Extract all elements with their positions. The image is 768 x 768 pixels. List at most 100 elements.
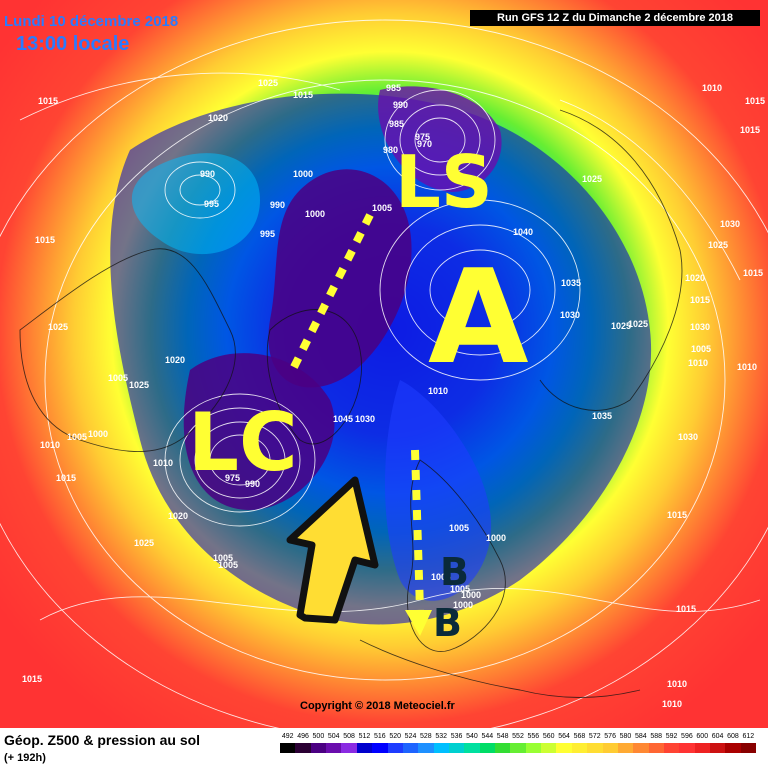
scale-swatch — [587, 743, 603, 753]
annotation-b-2: B — [433, 601, 462, 645]
scale-tick-label: 504 — [327, 733, 340, 740]
pressure-label: 1025 — [48, 322, 68, 332]
scale-swatch — [541, 743, 557, 753]
scale-tick-label: 520 — [389, 733, 401, 740]
pressure-label: 980 — [383, 145, 398, 155]
scale-swatch — [295, 743, 311, 753]
pressure-label: 1015 — [690, 295, 710, 305]
pressure-label: 1010 — [702, 83, 722, 93]
pressure-label: 1030 — [560, 310, 580, 320]
north-africa-outline — [359, 639, 641, 698]
scale-tick-label: 592 — [665, 733, 678, 740]
pressure-label: 1015 — [667, 510, 687, 520]
pressure-label: 995 — [204, 199, 219, 209]
pressure-label: 1010 — [153, 458, 173, 468]
scale-swatch — [418, 743, 434, 753]
scale-tick-label: 512 — [358, 733, 371, 740]
scale-tick-label: 496 — [297, 733, 309, 740]
scale-swatch — [740, 743, 757, 753]
scale-swatch — [663, 743, 680, 753]
pressure-label: 1020 — [685, 273, 705, 283]
scale-swatch — [448, 743, 465, 753]
scale-swatch — [679, 743, 695, 753]
pressure-label: 1025 — [134, 538, 154, 548]
scale-tick-label: 596 — [681, 733, 693, 740]
north-america-outline — [19, 248, 236, 452]
scale-tick-label: 560 — [542, 733, 555, 740]
scale-swatch — [648, 743, 664, 753]
low-ls-core — [378, 86, 502, 192]
pressure-label: 1015 — [56, 473, 76, 483]
trough-axis-ls-lc — [286, 213, 374, 377]
scale-swatch — [326, 743, 342, 753]
pressure-label: 985 — [386, 83, 401, 93]
pressure-label: 1015 — [676, 604, 696, 614]
pressure-label: 1005 — [213, 553, 233, 563]
pressure-label: 1015 — [22, 674, 42, 684]
scale-swatch — [525, 743, 542, 753]
trough-axis-europe — [411, 449, 424, 611]
scale-swatch — [464, 743, 480, 753]
scale-tick-label: 612 — [742, 733, 755, 740]
scale-bar — [280, 743, 757, 753]
pressure-label: 990 — [393, 100, 408, 110]
copyright: Copyright © 2018 Meteociel.fr — [300, 700, 455, 712]
scale-tick-label: 604 — [711, 733, 724, 740]
low-lc-core — [183, 353, 335, 510]
pressure-label: 1020 — [165, 355, 185, 365]
pressure-label: 1025 — [611, 321, 631, 331]
europe-outline — [406, 459, 506, 652]
pressure-label: 975 — [225, 473, 240, 483]
valid-time: 13:00 locale — [16, 33, 130, 55]
pressure-label: 1010 — [737, 362, 757, 372]
pressure-label: 995 — [260, 229, 275, 239]
pressure-label: 1005 — [218, 560, 238, 570]
trough-arrow-head — [405, 610, 432, 636]
pressure-label: 1030 — [690, 322, 710, 332]
scale-tick-label: 576 — [604, 733, 616, 740]
scale-tick-label: 508 — [343, 733, 355, 740]
pressure-label: 1005 — [67, 432, 87, 442]
scale-tick-label: 536 — [450, 733, 463, 740]
scale-swatch — [402, 743, 419, 753]
color-scale: 492 496 500 504 508 512 516 520 524 528 532 536 540 5… — [280, 732, 757, 756]
run-info: Run GFS 12 Z du Dimanche 2 décembre 2018 — [470, 10, 760, 26]
pressure-labels: 1015102510151010102010159859909859759709… — [22, 78, 765, 709]
scale-swatch — [556, 743, 572, 753]
scale-tick-label: 580 — [619, 733, 632, 740]
pressure-label: 1010 — [662, 699, 682, 709]
scale-swatch — [510, 743, 526, 753]
pressure-label: 1045 — [333, 414, 353, 424]
pressure-label: 1030 — [355, 414, 375, 424]
scale-swatch — [356, 743, 373, 753]
scale-swatch — [341, 743, 357, 753]
map-canvas: 1015102510151010102010159859909859759709… — [0, 0, 768, 728]
pressure-label: 1025 — [129, 380, 149, 390]
pressure-label: 1020 — [168, 511, 188, 521]
pressure-label: 1025 — [582, 174, 602, 184]
scale-swatch — [694, 743, 711, 753]
scale-tick-label: 528 — [420, 733, 432, 740]
isobars — [0, 19, 768, 728]
pressure-label: 1020 — [208, 113, 228, 123]
scale-tick-label: 588 — [650, 733, 663, 740]
scale-tick-label: 544 — [481, 733, 494, 740]
scale-tick-label: 552 — [512, 733, 524, 740]
pressure-label: 1015 — [743, 268, 763, 278]
trough-axis-lines — [286, 213, 424, 611]
scale-tick-label: 556 — [527, 733, 540, 740]
scale-tick-label: 600 — [696, 733, 709, 740]
scale-tick-label: 564 — [558, 733, 570, 740]
scale-tick-label: 548 — [496, 733, 509, 740]
scale-swatch — [495, 743, 511, 753]
scale-labels: 492 496 500 504 508 512 516 520 524 528 532 536 540 5… — [280, 732, 756, 742]
pressure-label: 1030 — [720, 219, 740, 229]
pressure-label: 1005 — [449, 523, 469, 533]
scale-swatch — [479, 743, 496, 753]
pressure-label: 990 — [200, 169, 215, 179]
scale-swatch — [571, 743, 588, 753]
asia-outline — [539, 109, 683, 411]
product-title: Géop. Z500 & pression au sol — [4, 732, 201, 748]
scale-tick-label: 608 — [727, 733, 739, 740]
scale-tick-label: 492 — [281, 733, 294, 740]
